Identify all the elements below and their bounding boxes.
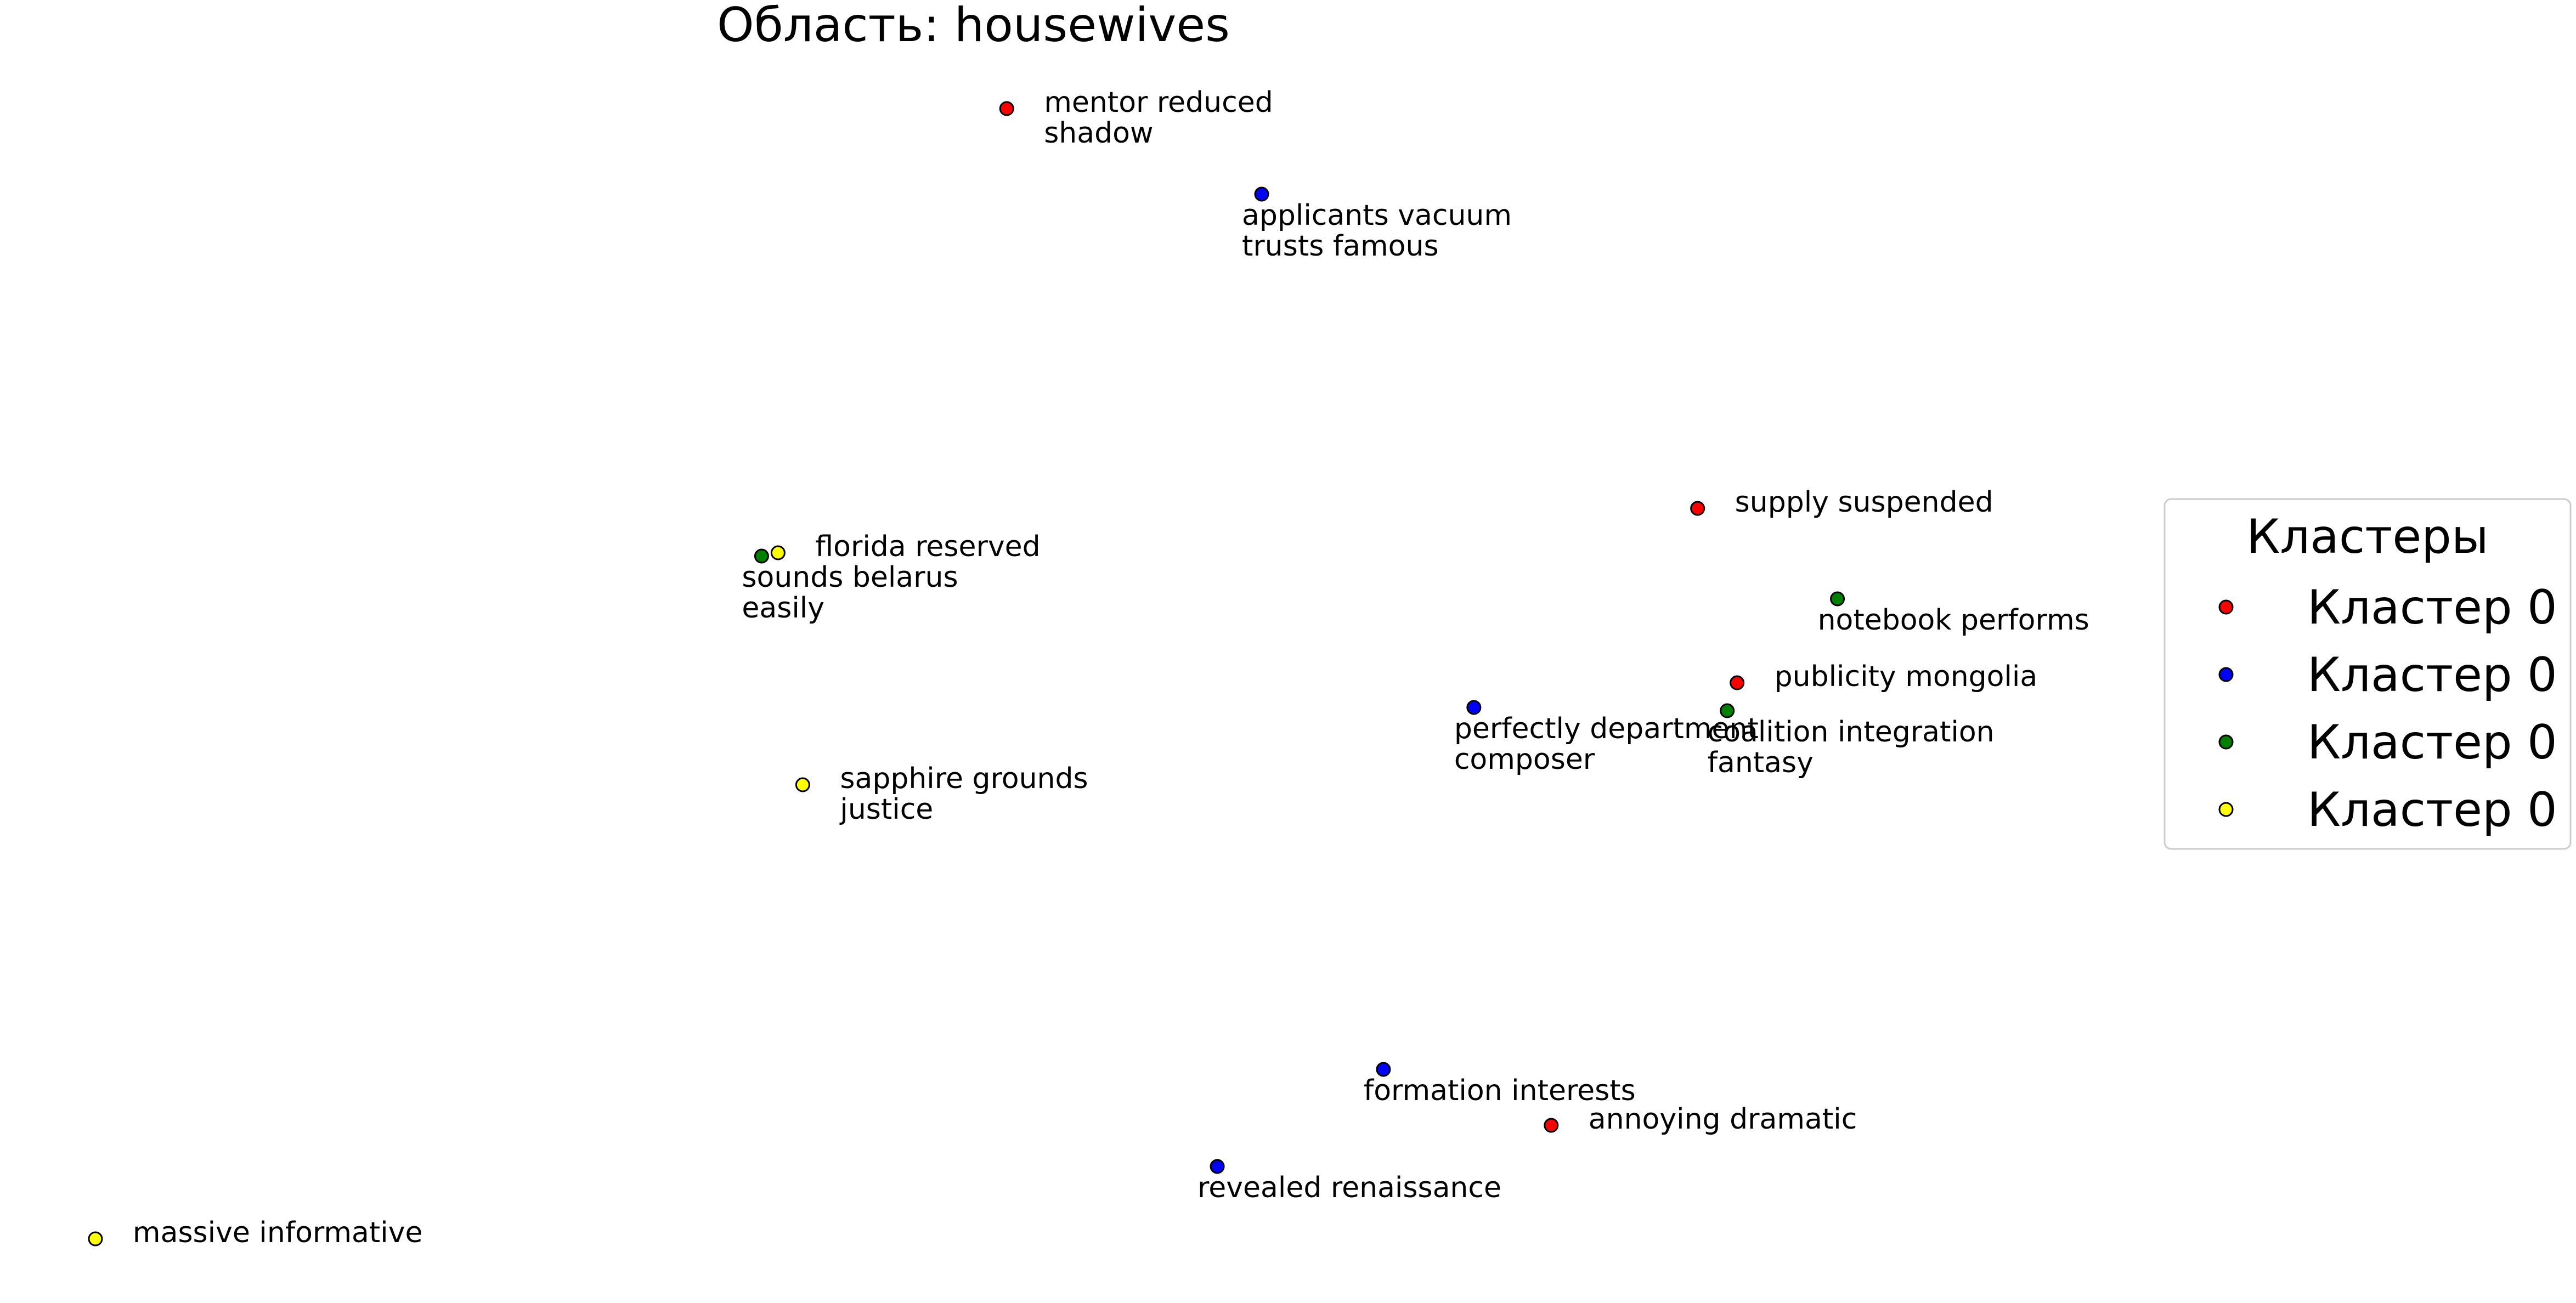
point-label: massive informative bbox=[133, 1216, 423, 1249]
scatter-point bbox=[1544, 1118, 1559, 1133]
legend-label: Кластер 0 bbox=[2307, 580, 2557, 635]
point-label-line: florida reserved bbox=[815, 530, 1040, 563]
points-layer: mentor reduced shadow supply suspended publ… bbox=[88, 86, 2089, 1249]
legend-label: Кластер 0 bbox=[2307, 715, 2557, 770]
scatter-point bbox=[754, 548, 769, 564]
scatter-point bbox=[770, 545, 786, 560]
point-label-line: composer bbox=[1454, 743, 1595, 776]
scatter-point bbox=[1210, 1159, 1225, 1174]
scatter-point bbox=[1720, 703, 1735, 718]
scatter-point bbox=[999, 101, 1014, 116]
point-label-line: massive informative bbox=[133, 1216, 423, 1249]
point-label: publicity mongolia bbox=[1775, 660, 2038, 693]
point-label: supply suspended bbox=[1735, 486, 1993, 519]
point-label: perfectly department composer bbox=[1454, 712, 1759, 776]
point-label-line: trusts famous bbox=[1242, 230, 1439, 263]
point-label-line: formation interests bbox=[1364, 1074, 1636, 1107]
scatter-point bbox=[1730, 675, 1745, 690]
scatter-point bbox=[1254, 186, 1269, 202]
scatter-point bbox=[1466, 700, 1482, 715]
point-label: applicants vacuum trusts famous bbox=[1242, 199, 1512, 263]
point-label-line: sounds belarus bbox=[742, 561, 958, 594]
legend-label: Кластер 0 bbox=[2307, 783, 2557, 837]
point-label-line: shadow bbox=[1044, 117, 1153, 150]
point-label-line: sapphire grounds bbox=[840, 762, 1088, 795]
point-label-line: coalition integration bbox=[1708, 716, 1995, 749]
legend-title: Кластеры bbox=[2246, 509, 2489, 564]
legend-marker bbox=[2218, 734, 2234, 750]
legend-marker bbox=[2218, 599, 2234, 615]
point-label: mentor reduced shadow bbox=[1044, 86, 1273, 150]
point-label-line: fantasy bbox=[1708, 746, 1814, 779]
point-label-line: revealed renaissance bbox=[1197, 1171, 1501, 1204]
point-label-line: supply suspended bbox=[1735, 486, 1993, 519]
legend-label: Кластер 0 bbox=[2307, 648, 2557, 703]
point-label-line: justice bbox=[839, 793, 933, 826]
point-label-line: publicity mongolia bbox=[1775, 660, 2038, 693]
legend-entries: Кластер 0 Кластер 0 Кластер 0 Кластер 0 bbox=[2218, 580, 2557, 837]
scatter-point bbox=[88, 1231, 103, 1247]
point-label-line: easily bbox=[742, 592, 824, 625]
chart-title: Область: housewives bbox=[717, 0, 1230, 53]
point-label-line: applicants vacuum bbox=[1242, 199, 1512, 232]
point-label: sounds belarus easily bbox=[742, 561, 958, 625]
scatter-point bbox=[1830, 591, 1845, 607]
point-label-line: notebook performs bbox=[1818, 604, 2089, 637]
point-label-line: perfectly department bbox=[1454, 712, 1759, 745]
point-label: sapphire grounds justice bbox=[839, 762, 1088, 826]
legend-marker bbox=[2218, 667, 2234, 682]
scatter-point bbox=[795, 777, 810, 792]
point-label: florida reserved bbox=[815, 530, 1040, 563]
point-label-line: mentor reduced bbox=[1044, 86, 1273, 119]
scatter-point bbox=[1376, 1062, 1391, 1077]
point-label: notebook performs bbox=[1818, 604, 2089, 637]
legend-box bbox=[2163, 498, 2572, 850]
point-label: formation interests bbox=[1364, 1074, 1636, 1107]
point-label: revealed renaissance bbox=[1197, 1171, 1501, 1204]
legend-marker bbox=[2218, 802, 2234, 817]
point-label: coalition integration fantasy bbox=[1708, 716, 1995, 779]
point-label: annoying dramatic bbox=[1589, 1103, 1857, 1136]
point-label-line: annoying dramatic bbox=[1589, 1103, 1857, 1136]
scatter-point bbox=[1690, 501, 1705, 516]
